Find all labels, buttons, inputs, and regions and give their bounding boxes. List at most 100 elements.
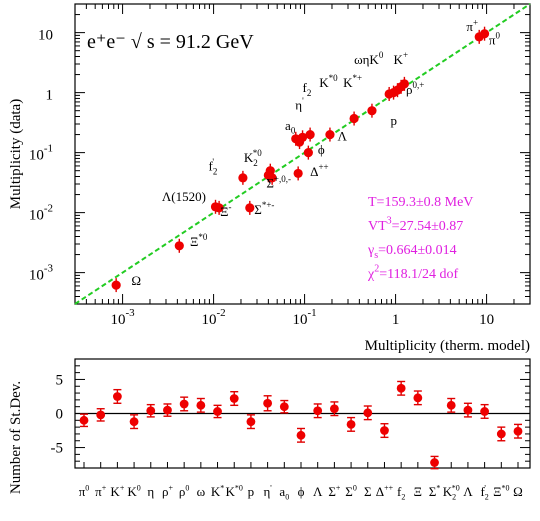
particle-label-sup: +,0,-	[274, 174, 291, 184]
y-tick-label: 10-1	[29, 143, 53, 164]
particle-label-sup: *0	[329, 73, 339, 83]
x-tick-label-exp: -1	[307, 307, 316, 319]
particle-label-sup: *0	[198, 232, 208, 242]
deviation-point	[313, 406, 323, 416]
fit-result-sup: 3	[387, 216, 392, 227]
data-point	[174, 241, 184, 251]
data-point	[349, 113, 359, 124]
category-label-base: Σ	[345, 484, 353, 499]
x-tick-label: 10	[479, 312, 494, 328]
particle-label: Ξ*0	[190, 232, 208, 249]
category-label: η	[147, 484, 154, 499]
fit-result: VT3=27.54±0.87	[368, 216, 463, 234]
category-label-sup: '	[484, 484, 486, 493]
particle-label-sup: -	[228, 202, 231, 212]
data-point	[303, 148, 313, 158]
fit-result: T=159.3±0.8 MeV	[368, 195, 473, 210]
particle-label: π+	[466, 17, 478, 34]
particle-label-base: η	[295, 98, 302, 113]
deviation-point	[363, 408, 373, 418]
particle-label-base: Σ	[254, 202, 262, 217]
x-tick-label-exp: -3	[125, 307, 135, 319]
category-label: π0	[79, 484, 90, 499]
y-tick-label: 10-3	[29, 263, 54, 284]
x-tick-label-exp: -2	[216, 307, 225, 319]
category-label-sup: ++	[384, 484, 394, 493]
particle-label: η'	[295, 96, 304, 113]
deviation-point	[213, 407, 222, 416]
x-tick-label-base: 10	[479, 312, 494, 328]
y-tick-label-exp: -3	[44, 263, 54, 275]
deviation-point	[446, 400, 456, 410]
fit-result: γs=0.664±0.014	[367, 243, 457, 261]
deviation-point	[430, 458, 439, 467]
category-label: Ξ*0	[493, 484, 509, 499]
particle-label-sup: ++	[318, 162, 328, 172]
fit-result-sub: s	[374, 250, 378, 261]
particle-label-base: Σ	[266, 176, 274, 191]
deviation-point	[179, 399, 189, 409]
category-label: a0	[279, 484, 289, 502]
particle-label-sup: '	[302, 96, 304, 106]
dev-y-tick-label: -5	[51, 441, 64, 457]
y-tick-label-base: 10	[38, 28, 53, 44]
deviation-point	[229, 394, 239, 403]
deviation-point	[329, 404, 339, 414]
deviation-point	[346, 420, 356, 429]
category-label-base: ϕ	[298, 484, 305, 499]
particle-label: p	[391, 113, 398, 128]
particle-label-sup: 0	[495, 30, 500, 40]
data-point	[111, 280, 121, 290]
reference-line	[74, 3, 531, 305]
category-label: Ξ	[414, 484, 422, 499]
particle-label-base: Λ(1520)	[162, 189, 206, 204]
category-label-sup: *0	[235, 484, 243, 493]
data-point	[214, 203, 224, 213]
y-axis-title: Multiplicity (data)	[8, 99, 24, 209]
category-label-sub: 2	[485, 493, 489, 502]
particle-label: ρ0,+	[406, 80, 424, 97]
data-point	[479, 29, 490, 39]
particle-label: a0	[285, 118, 296, 136]
data-point	[367, 106, 377, 116]
y-tick-label: 10	[38, 28, 53, 44]
particle-label-sup: 0,+	[412, 80, 424, 90]
category-label: p	[248, 484, 255, 499]
category-label-base: Ω	[513, 484, 523, 499]
x-tick-label: 10-2	[201, 307, 225, 328]
particle-label-sup: +	[473, 17, 478, 27]
category-label-base: η	[147, 484, 154, 499]
category-label: Λ	[463, 484, 473, 499]
category-label-base: a	[279, 484, 285, 499]
x-tick-label: 10-1	[292, 307, 316, 328]
category-label-base: ρ	[179, 484, 186, 499]
x-axis-title: Multiplicity (therm. model)	[365, 338, 530, 354]
x-tick-label-base: 10	[110, 312, 125, 328]
deviation-point	[163, 405, 172, 415]
y-tick-label-base: 10	[29, 268, 44, 284]
particle-label-sup: 0	[379, 50, 384, 60]
deviation-point	[513, 426, 523, 436]
data-point	[293, 168, 303, 179]
category-label-sup: +	[168, 484, 173, 493]
x-tick-label-base: 10	[201, 312, 216, 328]
fit-result-rest: =118.1/24 dof	[379, 267, 458, 282]
category-label-base: Δ	[376, 484, 384, 499]
particle-label-base: Ω	[131, 273, 141, 288]
particle-label-base: a	[285, 118, 291, 133]
x-tick-label-base: 1	[392, 312, 400, 328]
particle-label-base: π	[466, 19, 473, 34]
deviation-point	[246, 417, 256, 427]
particle-label-sup: '	[212, 157, 214, 167]
category-label-sup: *0	[501, 484, 509, 493]
category-label-base: Ξ	[414, 484, 422, 499]
category-label-base: ω	[197, 484, 206, 499]
particle-label-base: Δ	[310, 164, 318, 179]
x-tick-label-base: 10	[292, 312, 307, 328]
category-label: Σ0	[345, 484, 357, 499]
fit-result-rest: =0.664±0.014	[378, 243, 457, 258]
dev-y-axis-title: Number of St.Dev.	[8, 381, 24, 494]
category-label-sup: 0	[185, 484, 189, 493]
data-point	[325, 129, 335, 140]
